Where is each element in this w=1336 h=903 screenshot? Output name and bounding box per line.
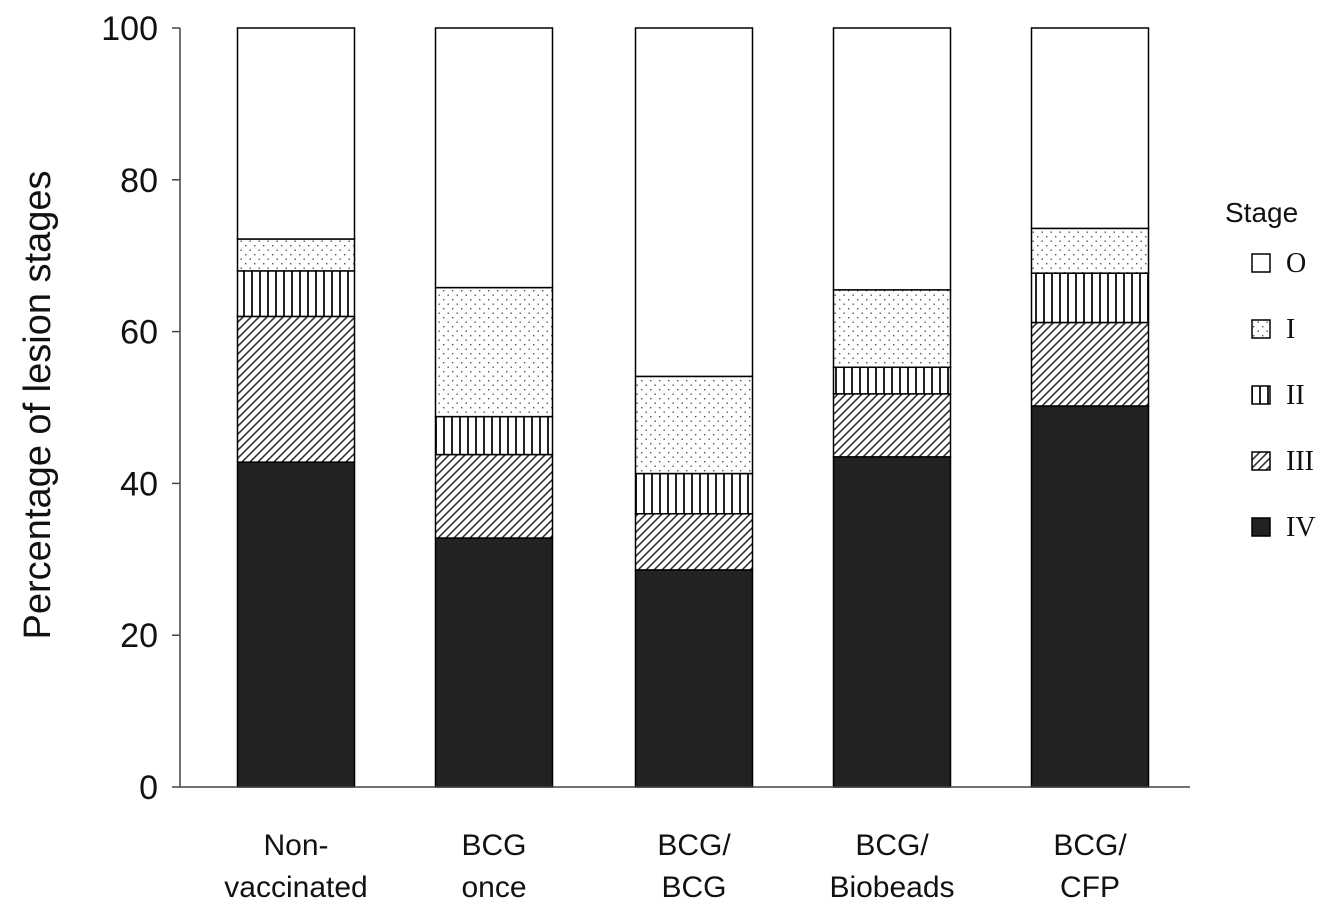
legend-swatch-i [1251,319,1271,339]
y-axis-title: Percentage of lesion stages [17,171,59,640]
bar-segment-iii-2 [434,453,554,539]
y-tick-label-100: 100 [101,10,158,48]
bar-segment-ii-3 [634,472,754,515]
x-tick-label-4-line-1: BCG/ [855,829,929,862]
legend-label-o: O [1286,248,1306,279]
y-tick-label-40: 40 [120,465,158,503]
y-tick-label-60: 60 [120,314,158,352]
bar-segment-ii-2 [434,415,554,456]
bar-segment-i-4 [832,289,952,369]
x-tick-label-3-line-2: BCG [661,871,726,903]
bar-segment-iii-5 [1030,321,1150,407]
y-tick-label-20: 20 [120,617,158,655]
bar-segment-i-5 [1030,227,1150,274]
legend-label-ii: II [1286,380,1305,411]
bar-segment-iv-4 [832,456,952,788]
y-tick-label-0: 0 [139,769,158,807]
legend-label-i: I [1286,314,1295,345]
bar-segment-o-2 [434,27,554,289]
x-tick-label-1-line-1: Non- [263,829,328,862]
bar-segment-i-3 [634,375,754,475]
legend-label-iv: IV [1286,512,1316,543]
x-tick-label-2-line-2: once [461,871,526,903]
bar-segment-ii-4 [832,366,952,395]
bar-segment-iii-4 [832,393,952,458]
x-tick-label-3-line-1: BCG/ [657,829,731,862]
legend-swatch-iii [1251,451,1271,471]
x-tick-label-4-line-2: Biobeads [829,871,954,903]
bar-segment-i-2 [434,286,554,418]
bar-segment-iv-5 [1030,405,1150,788]
x-tick-label-5-line-2: CFP [1060,871,1120,903]
legend-title: Stage [1225,197,1298,228]
legend-label-iii: III [1286,446,1314,477]
bar-segment-iv-2 [434,537,554,788]
bar-segment-iv-3 [634,569,754,788]
x-tick-label-2-line-1: BCG [461,829,526,862]
bar-segment-o-4 [832,27,952,291]
bar-segment-ii-1 [236,270,356,318]
axes: 0 20 40 60 80 100 Non-vaccinated BCG once BCG/BCG… [101,10,1190,903]
bar-segment-o-5 [1030,27,1150,230]
legend-swatch-iv [1251,517,1271,537]
bar-segment-o-1 [236,27,356,240]
bar-segment-i-1 [236,238,356,272]
x-tick-label-1-line-2: vaccinated [224,871,367,903]
bar-segment-o-3 [634,27,754,378]
plot-area [236,27,1150,788]
x-tick-label-5-line-1: BCG/ [1053,829,1127,862]
bar-segment-iv-1 [236,461,356,788]
y-tick-label-80: 80 [120,162,158,200]
bar-segment-ii-5 [1030,272,1150,324]
bar-segment-iii-1 [236,315,356,463]
bar-segment-iii-3 [634,513,754,571]
legend-swatch-ii [1251,385,1271,405]
legend-swatch-o [1251,253,1271,273]
